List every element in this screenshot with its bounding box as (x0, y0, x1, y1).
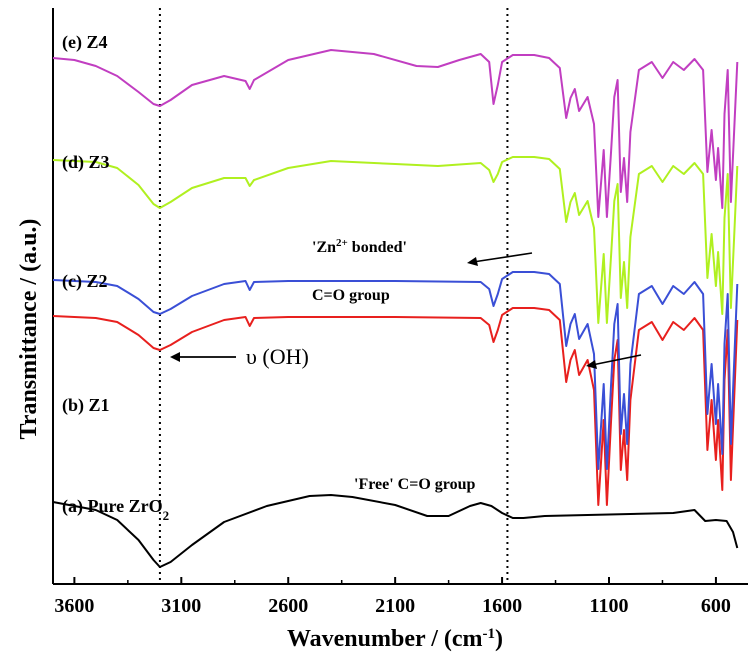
series-label-c-z2: (c) Z2 (62, 271, 107, 292)
plot-frame (52, 8, 748, 585)
series-line-b-z1 (52, 307, 739, 506)
free-co-arrowhead (586, 360, 597, 369)
x-tick-label-600: 600 (701, 595, 731, 617)
reference-lines (158, 8, 509, 584)
series-line-c-z2 (52, 271, 739, 470)
x-axis-ticks: 3600 3100 2600 2100 1600 1100 600 (54, 577, 731, 617)
series-labels: (a) Pure ZrO2 (b) Z1 (c) Z2 (d) Z3 (e) Z4 (62, 32, 169, 523)
zn-bonded-arrowhead (467, 257, 478, 266)
x-tick-label-1600: 1600 (482, 595, 522, 617)
x-tick-label-3600: 3600 (54, 595, 94, 617)
series-group (52, 49, 739, 568)
series-label-d-z3: (d) Z3 (62, 152, 110, 173)
series-label-a-pure-zro2: (a) Pure ZrO2 (62, 496, 169, 523)
annotations: υ (OH) 'Free' C=O group 'Zn2+ bonded' C=O g… (170, 237, 642, 493)
x-axis-title: Wavenumber / (cm-1) (287, 626, 503, 652)
zn-bonded-annotation: 'Zn2+ bonded' (312, 237, 407, 256)
series-line-e-z4 (52, 49, 739, 218)
series-line-a-pure-zro2 (52, 494, 739, 568)
x-tick-label-2100: 2100 (375, 595, 415, 617)
zn-bonded-arrow (472, 252, 533, 263)
oh-annotation: υ (OH) (246, 344, 309, 369)
x-axis-title-sup: -1 (483, 626, 496, 642)
series-label-e-z4: (e) Z4 (62, 32, 107, 53)
free-co-arrow (591, 354, 642, 366)
series-line-d-z3 (52, 156, 739, 324)
x-tick-label-3100: 3100 (161, 595, 201, 617)
series-label-b-z1: (b) Z1 (62, 395, 110, 416)
y-axis-title: Transmittance / (a.u.) (16, 219, 42, 440)
oh-arrowhead (170, 352, 180, 362)
zn-bonded-annotation-line2: C=O group (312, 287, 390, 304)
free-co-annotation: 'Free' C=O group (354, 476, 476, 493)
x-tick-label-1100: 1100 (590, 595, 629, 617)
x-tick-label-2600: 2600 (268, 595, 308, 617)
